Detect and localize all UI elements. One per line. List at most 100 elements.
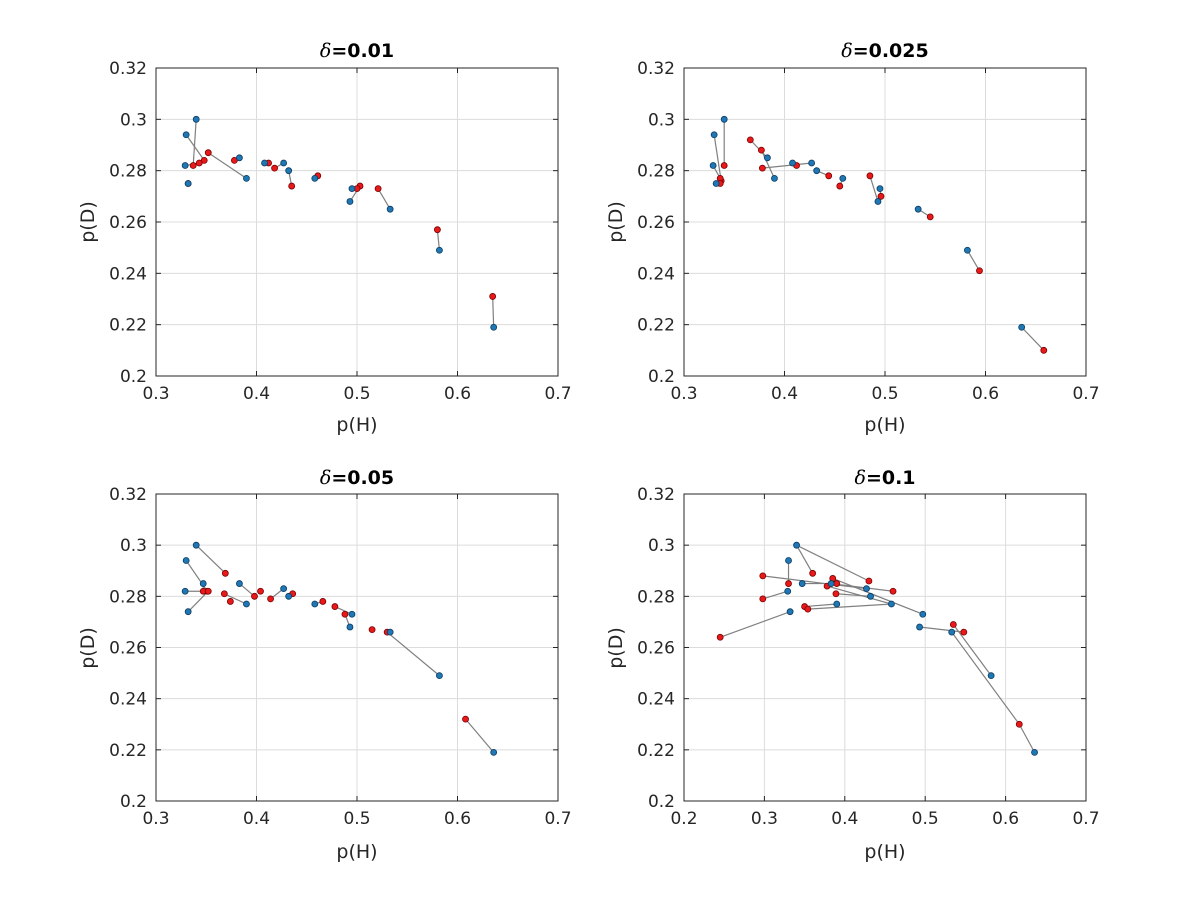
y-axis-label: p(D) [77, 627, 99, 669]
link-line [762, 590, 788, 600]
blue-point [436, 246, 443, 254]
plot-area: 0.3 0.4 0.5 0.6 0.7 0.2 0.22 0.24 0.26 0.28 0.3 0.3… [109, 59, 571, 404]
y-axis-label: p(D) [605, 201, 627, 243]
red-point [267, 595, 274, 603]
blue-point [712, 180, 720, 187]
y-tick-label: 0.28 [109, 587, 147, 607]
link-line [826, 585, 892, 605]
x-tick-label: 0.6 [444, 809, 471, 829]
x-tick-label: 0.6 [444, 384, 471, 404]
y-tick-label: 0.24 [637, 264, 675, 284]
blue-point [311, 174, 319, 182]
red-point [331, 603, 339, 610]
y-tick-label: 0.28 [637, 162, 675, 182]
link-line [762, 575, 867, 590]
blue-point [764, 154, 771, 162]
y-tick-label: 0.22 [637, 741, 675, 761]
link-line [804, 603, 837, 608]
blue-point [919, 610, 927, 618]
blue-point [243, 174, 250, 182]
y-tick-label: 0.22 [109, 316, 147, 336]
x-tick-label: 0.6 [972, 384, 999, 404]
blue-point [1018, 323, 1026, 331]
blue-point [348, 185, 356, 193]
y-tick-label: 0.26 [109, 639, 147, 659]
link-line [762, 162, 812, 169]
ticks: 0.3 0.4 0.5 0.6 0.7 0.2 0.22 0.24 0.26 0.28 0.3 0.3… [109, 485, 571, 829]
y-tick-label: 0.3 [120, 110, 147, 130]
link-line [1018, 723, 1036, 753]
x-tick-label: 0.4 [831, 809, 858, 829]
red-point [204, 149, 212, 157]
blue-point [876, 185, 884, 193]
y-tick-label: 0.2 [648, 367, 675, 387]
link-line [760, 149, 775, 179]
red-point [716, 633, 724, 641]
y-tick-label: 0.32 [637, 485, 675, 505]
red-point [189, 162, 197, 169]
blue-point [490, 323, 498, 331]
x-tick-label: 0.4 [243, 384, 270, 404]
blue-point [964, 246, 971, 254]
y-tick-label: 0.26 [637, 639, 675, 659]
link-line [1021, 326, 1045, 351]
red-point [271, 164, 278, 172]
red-point [926, 213, 934, 221]
red-point [865, 577, 873, 585]
x-tick-label: 0.4 [243, 809, 270, 829]
blue-point [771, 174, 778, 182]
red-point [757, 146, 765, 154]
link-line [195, 544, 226, 574]
blue-point [948, 628, 956, 636]
y-tick-label: 0.2 [120, 367, 147, 387]
panel-title: δ=0.1 [854, 467, 915, 489]
link-line [952, 624, 992, 676]
x-tick-label: 0.5 [343, 384, 370, 404]
red-point [836, 182, 844, 190]
blue-point [184, 608, 192, 616]
red-point [1040, 346, 1048, 354]
y-tick-label: 0.2 [120, 792, 147, 812]
blue-point [888, 600, 895, 608]
red-point [221, 569, 229, 577]
blue-point [280, 585, 288, 593]
blue-point [261, 159, 268, 167]
red-point [949, 621, 957, 628]
markers [709, 115, 1048, 354]
blue-point [987, 672, 995, 680]
link-line [796, 544, 870, 582]
link-line [185, 134, 205, 161]
red-point [204, 587, 212, 595]
red-point [758, 164, 766, 172]
x-tick-label: 0.2 [670, 809, 697, 829]
y-axis-label: p(D) [77, 201, 99, 243]
x-tick-label: 0.7 [1072, 809, 1099, 829]
red-point [809, 569, 817, 577]
blue-point [786, 608, 794, 616]
red-point [889, 587, 897, 595]
link-line [869, 175, 879, 202]
blue-point [236, 154, 243, 162]
blue-point [182, 131, 190, 139]
blue-point [867, 592, 874, 600]
link-lines [719, 544, 1036, 753]
red-point [251, 592, 258, 600]
x-tick-label: 0.7 [544, 384, 571, 404]
blue-point [874, 198, 882, 205]
red-point [832, 590, 840, 598]
link-line [436, 229, 441, 251]
ticks: 0.2 0.3 0.4 0.5 0.6 0.7 0.2 0.22 0.24 0.26 0.28 0.3… [637, 485, 1099, 829]
x-tick-label: 0.5 [343, 809, 370, 829]
x-tick-label: 0.3 [142, 809, 169, 829]
blue-point [808, 159, 816, 167]
y-tick-label: 0.3 [648, 536, 675, 556]
red-point [746, 136, 754, 144]
red-point [288, 182, 296, 190]
y-tick-label: 0.32 [109, 485, 147, 505]
plot-area: 0.3 0.4 0.5 0.6 0.7 0.2 0.22 0.24 0.26 0.28 0.3 0.3… [637, 59, 1099, 404]
y-tick-label: 0.28 [109, 162, 147, 182]
link-line [187, 590, 209, 613]
blue-point [386, 205, 394, 213]
markers [181, 115, 498, 331]
